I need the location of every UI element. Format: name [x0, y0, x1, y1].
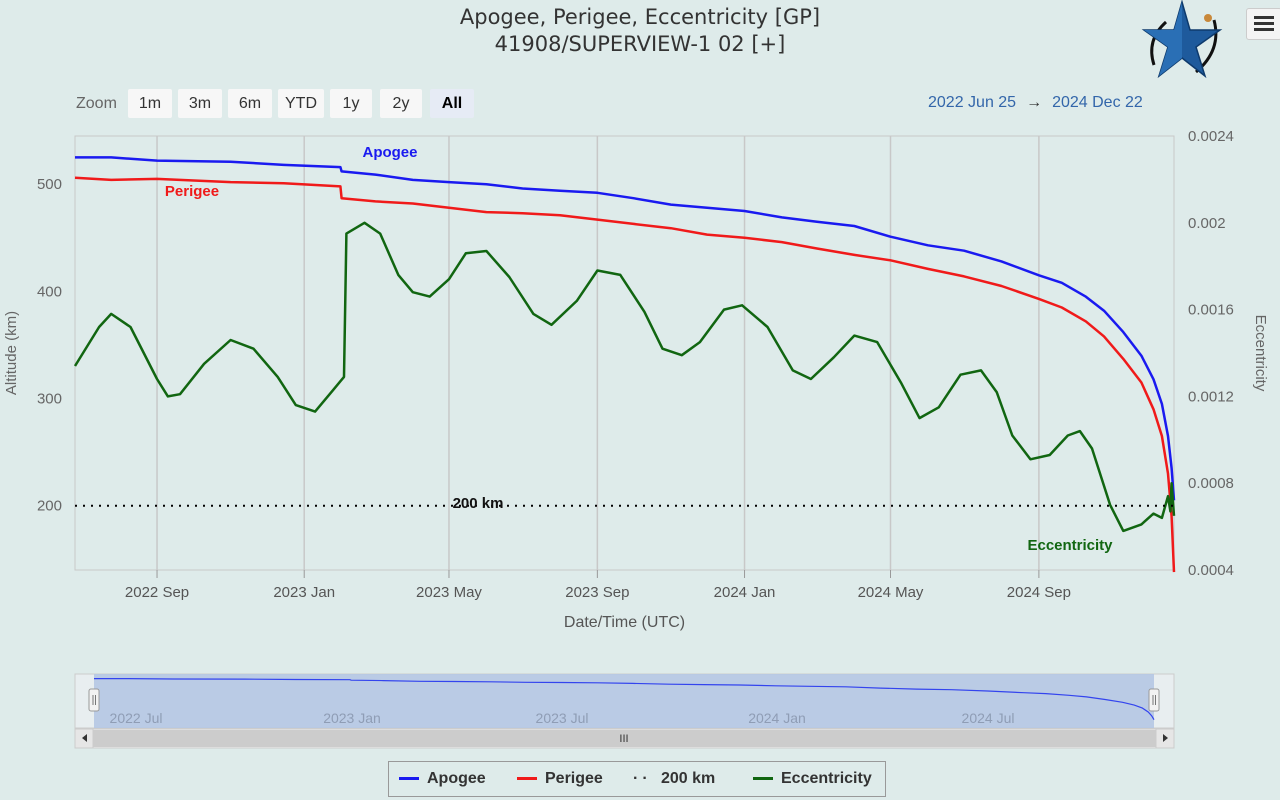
- legend-item-200km[interactable]: ·· 200 km: [633, 762, 715, 796]
- y2-tick-label: 0.0024: [1188, 128, 1234, 145]
- navigator-left-handle[interactable]: [88, 688, 100, 712]
- y2-tick-label: 0.0016: [1188, 302, 1234, 319]
- navigator-tick-label: 2024 Jul: [962, 710, 1015, 726]
- legend-200km-label: 200 km: [661, 770, 716, 787]
- y2-tick-label: 0.002: [1188, 215, 1226, 232]
- x-tick-label: 2022 Sep: [125, 584, 189, 601]
- chart-title-line1: Apogee, Perigee, Eccentricity [GP]: [459, 5, 821, 29]
- x-axis-title: Date/Time (UTC): [564, 614, 685, 631]
- legend-item-apogee[interactable]: Apogee: [399, 762, 486, 796]
- zoom-button-3m[interactable]: 3m: [178, 89, 222, 118]
- x-tick-label: 2024 May: [858, 584, 924, 601]
- legend-eccentricity-line-icon: [753, 777, 773, 781]
- annotation-eccentricity: Eccentricity: [1027, 537, 1113, 554]
- y2-axis-title: Eccentricity: [1252, 315, 1269, 392]
- x-tick-label: 2024 Sep: [1007, 584, 1071, 601]
- zoom-button-1y[interactable]: 1y: [330, 89, 372, 118]
- chart-title-line2[interactable]: 41908/SUPERVIEW-1 02 [+]: [494, 32, 786, 56]
- navigator-tick-label: 2024 Jan: [748, 710, 806, 726]
- navigator-tick-label: 2023 Jul: [536, 710, 589, 726]
- y2-tick-label: 0.0012: [1188, 388, 1234, 405]
- hamburger-menu-icon[interactable]: [1246, 8, 1280, 40]
- legend-perigee-line-icon: [517, 777, 537, 781]
- y-axis-title: Altitude (km): [3, 311, 20, 395]
- series-line-perigee[interactable]: [74, 176, 1176, 573]
- zoom-label: Zoom: [76, 95, 117, 112]
- series-line-eccentricity[interactable]: [73, 221, 1176, 533]
- annotation-apogee: Apogee: [362, 144, 417, 161]
- x-tick-label: 2024 Jan: [714, 584, 776, 601]
- range-arrow: →: [1026, 94, 1043, 111]
- legend-200km-dots-icon: ··: [633, 769, 652, 787]
- scrollbar-grip-icon: III: [619, 733, 628, 745]
- navigator-series-line: [94, 677, 1155, 721]
- zoom-button-2y[interactable]: 2y: [380, 89, 422, 118]
- zoom-button-all[interactable]: All: [430, 89, 474, 118]
- zoom-button-1m[interactable]: 1m: [128, 89, 172, 118]
- y-tick-label: 500: [37, 176, 62, 193]
- y2-tick-label: 0.0004: [1188, 562, 1234, 579]
- scroll-right-arrow-icon: [1163, 734, 1168, 742]
- star-logo-icon[interactable]: [1136, 0, 1228, 82]
- chart-svg[interactable]: 2022 Sep 2023 Jan 2023 May 2023 Sep 2024 Jan…: [0, 0, 1280, 760]
- plot-frame: [74, 135, 1175, 571]
- legend-apogee-line-icon: [399, 777, 419, 781]
- range-to-input[interactable]: 2024 Dec 22: [1052, 94, 1143, 111]
- date-range: 2022 Jun 25 → 2024 Dec 22: [928, 94, 1143, 112]
- y2-tick-label: 0.0008: [1188, 475, 1234, 492]
- scrollbar-thumb[interactable]: [93, 730, 1156, 747]
- legend-eccentricity-label: Eccentricity: [781, 770, 872, 787]
- zoom-button-ytd[interactable]: YTD: [278, 89, 324, 118]
- x-tick-label: 2023 May: [416, 584, 482, 601]
- annotation-perigee: Perigee: [165, 183, 219, 200]
- zoom-button-6m[interactable]: 6m: [228, 89, 272, 118]
- legend: Apogee Perigee ·· 200 km Eccentricity: [388, 761, 886, 797]
- y-tick-label: 200: [37, 498, 62, 515]
- legend-item-eccentricity[interactable]: Eccentricity: [753, 762, 872, 796]
- x-tick-label: 2023 Sep: [565, 584, 629, 601]
- y-tick-label: 300: [37, 391, 62, 408]
- range-from-input[interactable]: 2022 Jun 25: [928, 94, 1017, 111]
- legend-item-perigee[interactable]: Perigee: [517, 762, 603, 796]
- y-tick-label: 400: [37, 283, 62, 300]
- x-tick-label: 2023 Jan: [273, 584, 335, 601]
- legend-perigee-label: Perigee: [545, 770, 603, 787]
- legend-apogee-label: Apogee: [427, 770, 486, 787]
- series-line-apogee[interactable]: [75, 156, 1176, 501]
- navigator-right-handle[interactable]: [1148, 688, 1160, 712]
- chart-title: Apogee, Perigee, Eccentricity [GP] 41908…: [0, 4, 1280, 58]
- navigator-tick-label: 2022 Jul: [110, 710, 163, 726]
- navigator-tick-label: 2023 Jan: [323, 710, 381, 726]
- scroll-left-arrow-icon: [82, 734, 87, 742]
- annotation-200km: 200 km: [453, 495, 504, 512]
